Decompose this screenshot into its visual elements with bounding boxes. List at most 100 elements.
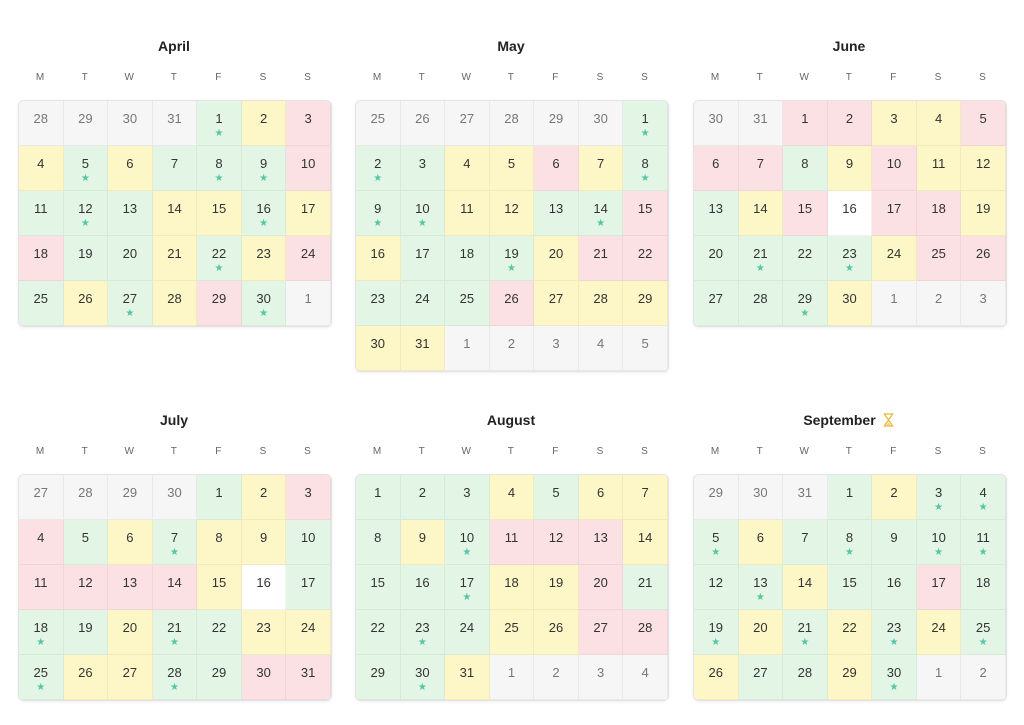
day-cell-red[interactable]: 27 (578, 610, 624, 655)
day-cell-grey[interactable]: 30 (152, 475, 198, 520)
day-cell-grey[interactable]: 28 (63, 475, 109, 520)
day-cell-green[interactable]: 13 (108, 191, 153, 236)
day-cell-grey[interactable]: 31 (738, 101, 784, 146)
day-cell-green[interactable]: 3 (400, 146, 446, 191)
day-cell-yellow[interactable]: 31 (400, 326, 446, 371)
day-cell-grey[interactable]: 30 (738, 475, 784, 520)
day-cell-red[interactable]: 4 (19, 520, 64, 565)
day-cell-green[interactable]: 8 ★ (623, 146, 668, 191)
day-cell-red[interactable]: 5 (961, 101, 1006, 146)
day-cell-red[interactable]: 13 (108, 565, 153, 610)
day-cell-green[interactable]: 15 (827, 565, 873, 610)
day-cell-yellow[interactable]: 12 (961, 146, 1006, 191)
day-cell-green[interactable]: 29 (356, 655, 401, 700)
day-cell-green[interactable]: 17 ★ (445, 565, 490, 610)
day-cell-grey[interactable]: 26 (400, 101, 446, 146)
day-cell-red[interactable]: 12 (63, 565, 109, 610)
day-cell-yellow[interactable]: 28 (578, 281, 624, 326)
day-cell-green[interactable]: 12 (694, 565, 739, 610)
day-cell-yellow[interactable]: 12 (489, 191, 535, 236)
day-cell-grey[interactable]: 27 (19, 475, 64, 520)
day-cell-green[interactable]: 13 (534, 191, 579, 236)
day-cell-white[interactable]: 16 (241, 565, 287, 610)
day-cell-green[interactable]: 3 ★ (916, 475, 962, 520)
day-cell-red[interactable]: 11 (489, 520, 535, 565)
day-cell-yellow[interactable]: 20 (534, 236, 579, 281)
day-cell-green[interactable]: 10 (286, 520, 331, 565)
day-cell-yellow[interactable]: 16 (356, 236, 401, 281)
day-cell-yellow[interactable]: 14 (738, 191, 784, 236)
day-cell-yellow[interactable]: 6 (108, 520, 153, 565)
day-cell-yellow[interactable]: 4 (916, 101, 962, 146)
day-cell-green[interactable]: 2 (400, 475, 446, 520)
day-cell-yellow[interactable]: 19 (961, 191, 1006, 236)
day-cell-green[interactable]: 22 (356, 610, 401, 655)
day-cell-yellow[interactable]: 25 (489, 610, 535, 655)
day-cell-green[interactable]: 28 (783, 655, 828, 700)
day-cell-yellow[interactable]: 20 (108, 610, 153, 655)
day-cell-grey[interactable]: 27 (445, 101, 490, 146)
day-cell-green[interactable]: 16 ★ (241, 191, 287, 236)
day-cell-red[interactable]: 6 (534, 146, 579, 191)
day-cell-yellow[interactable]: 24 (872, 236, 917, 281)
day-cell-yellow[interactable]: 27 (108, 655, 153, 700)
day-cell-red[interactable]: 6 (694, 146, 739, 191)
day-cell-green[interactable]: 18 (961, 565, 1006, 610)
day-cell-yellow[interactable]: 20 (738, 610, 784, 655)
day-cell-yellow[interactable]: 4 (19, 146, 64, 191)
day-cell-yellow[interactable]: 14 (152, 191, 198, 236)
day-cell-grey[interactable]: 5 (623, 326, 668, 371)
day-cell-grey[interactable]: 28 (19, 101, 64, 146)
day-cell-grey[interactable]: 29 (63, 101, 109, 146)
day-cell-green[interactable]: 25 ★ (961, 610, 1006, 655)
day-cell-green[interactable]: 11 ★ (961, 520, 1006, 565)
day-cell-green[interactable]: 23 ★ (872, 610, 917, 655)
day-cell-yellow[interactable]: 2 (241, 101, 287, 146)
day-cell-green[interactable]: 19 (63, 610, 109, 655)
day-cell-yellow[interactable]: 6 (578, 475, 624, 520)
day-cell-green[interactable]: 10 ★ (916, 520, 962, 565)
day-cell-grey[interactable]: 25 (356, 101, 401, 146)
day-cell-green[interactable]: 8 ★ (827, 520, 873, 565)
day-cell-green[interactable]: 16 (400, 565, 446, 610)
day-cell-yellow[interactable]: 29 (623, 281, 668, 326)
day-cell-red[interactable]: 17 (872, 191, 917, 236)
day-cell-red[interactable]: 7 (738, 146, 784, 191)
day-cell-red[interactable]: 3 (286, 101, 331, 146)
day-cell-red[interactable]: 29 (197, 281, 242, 326)
day-cell-grey[interactable]: 3 (961, 281, 1006, 326)
day-cell-grey[interactable]: 3 (578, 655, 624, 700)
day-cell-red[interactable]: 13 (578, 520, 624, 565)
day-cell-red[interactable]: 18 (19, 236, 64, 281)
day-cell-yellow[interactable]: 2 (872, 475, 917, 520)
day-cell-yellow[interactable]: 6 (738, 520, 784, 565)
day-cell-green[interactable]: 5 ★ (63, 146, 109, 191)
day-cell-green[interactable]: 21 ★ (738, 236, 784, 281)
day-cell-green[interactable]: 21 (623, 565, 668, 610)
day-cell-green[interactable]: 19 ★ (694, 610, 739, 655)
day-cell-grey[interactable]: 3 (534, 326, 579, 371)
day-cell-yellow[interactable]: 26 (63, 281, 109, 326)
day-cell-red[interactable]: 30 (241, 655, 287, 700)
day-cell-grey[interactable]: 2 (489, 326, 535, 371)
day-cell-green[interactable]: 14 ★ (578, 191, 624, 236)
day-cell-yellow[interactable]: 9 (400, 520, 446, 565)
day-cell-red[interactable]: 10 (872, 146, 917, 191)
day-cell-yellow[interactable]: 15 (197, 191, 242, 236)
day-cell-yellow[interactable]: 23 (241, 610, 287, 655)
day-cell-yellow[interactable]: 28 (152, 281, 198, 326)
day-cell-green[interactable]: 4 ★ (961, 475, 1006, 520)
day-cell-grey[interactable]: 1 (286, 281, 331, 326)
day-cell-red[interactable]: 31 (286, 655, 331, 700)
day-cell-green[interactable]: 1 (356, 475, 401, 520)
day-cell-green[interactable]: 25 ★ (19, 655, 64, 700)
day-cell-green[interactable]: 29 ★ (783, 281, 828, 326)
day-cell-yellow[interactable]: 26 (63, 655, 109, 700)
day-cell-red[interactable]: 15 (623, 191, 668, 236)
day-cell-green[interactable]: 19 (63, 236, 109, 281)
day-cell-green[interactable]: 5 (534, 475, 579, 520)
day-cell-yellow[interactable]: 30 (827, 281, 873, 326)
day-cell-green[interactable]: 18 ★ (19, 610, 64, 655)
day-cell-red[interactable]: 26 (961, 236, 1006, 281)
day-cell-yellow[interactable]: 26 (694, 655, 739, 700)
